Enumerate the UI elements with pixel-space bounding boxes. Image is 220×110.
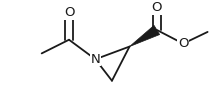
Polygon shape [130, 25, 160, 47]
Text: O: O [152, 1, 162, 14]
Text: O: O [178, 37, 189, 50]
Text: N: N [90, 53, 100, 66]
Text: O: O [64, 6, 74, 19]
